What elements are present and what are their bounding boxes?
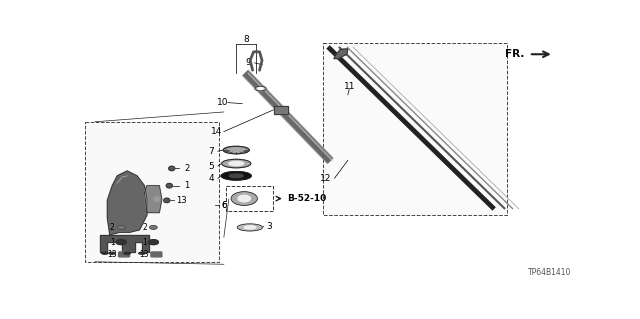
Ellipse shape — [221, 172, 251, 180]
Ellipse shape — [166, 183, 172, 188]
Polygon shape — [145, 186, 162, 213]
Ellipse shape — [124, 252, 130, 254]
Ellipse shape — [223, 146, 249, 154]
Ellipse shape — [169, 166, 175, 171]
Text: TP64B1410: TP64B1410 — [527, 268, 571, 277]
Ellipse shape — [237, 224, 262, 231]
Circle shape — [118, 226, 125, 229]
Ellipse shape — [258, 88, 263, 90]
Circle shape — [150, 226, 157, 229]
Text: 13: 13 — [140, 250, 149, 259]
Polygon shape — [273, 106, 289, 114]
Bar — [323, 43, 507, 215]
Text: 10: 10 — [216, 98, 228, 107]
Text: 1: 1 — [110, 238, 115, 247]
Circle shape — [116, 240, 126, 245]
Text: 14: 14 — [211, 127, 222, 136]
FancyBboxPatch shape — [118, 252, 129, 257]
Text: 13: 13 — [108, 250, 117, 259]
Ellipse shape — [139, 252, 145, 254]
Text: 1: 1 — [184, 181, 189, 190]
Ellipse shape — [229, 174, 243, 178]
Ellipse shape — [231, 192, 257, 205]
Ellipse shape — [255, 86, 266, 91]
Text: 8: 8 — [243, 35, 249, 44]
Polygon shape — [100, 235, 150, 252]
Ellipse shape — [244, 226, 255, 229]
Text: 11: 11 — [344, 82, 355, 91]
Text: 3: 3 — [266, 222, 271, 231]
Text: 13: 13 — [177, 196, 187, 205]
Ellipse shape — [102, 252, 108, 254]
Text: 6: 6 — [221, 201, 227, 210]
FancyBboxPatch shape — [151, 252, 162, 257]
Text: 5: 5 — [209, 161, 214, 171]
Ellipse shape — [109, 252, 115, 254]
Ellipse shape — [164, 198, 170, 203]
Text: 2: 2 — [142, 223, 147, 232]
Text: 2: 2 — [184, 164, 189, 173]
Text: 12: 12 — [320, 174, 332, 183]
Bar — [227, 186, 273, 211]
Text: 1: 1 — [142, 238, 147, 247]
Bar — [85, 122, 219, 262]
Circle shape — [148, 240, 158, 245]
Polygon shape — [334, 49, 348, 59]
Text: 9: 9 — [246, 58, 252, 67]
Text: 4: 4 — [209, 174, 214, 183]
Ellipse shape — [154, 197, 160, 202]
Ellipse shape — [229, 161, 244, 166]
Text: 7: 7 — [209, 147, 214, 156]
Ellipse shape — [238, 195, 250, 202]
Polygon shape — [108, 171, 147, 235]
Text: 2: 2 — [110, 223, 115, 232]
Ellipse shape — [222, 160, 251, 168]
Text: 6: 6 — [221, 201, 227, 210]
Ellipse shape — [228, 148, 245, 152]
Text: FR.: FR. — [504, 49, 524, 59]
Text: B-52-10: B-52-10 — [287, 194, 326, 203]
